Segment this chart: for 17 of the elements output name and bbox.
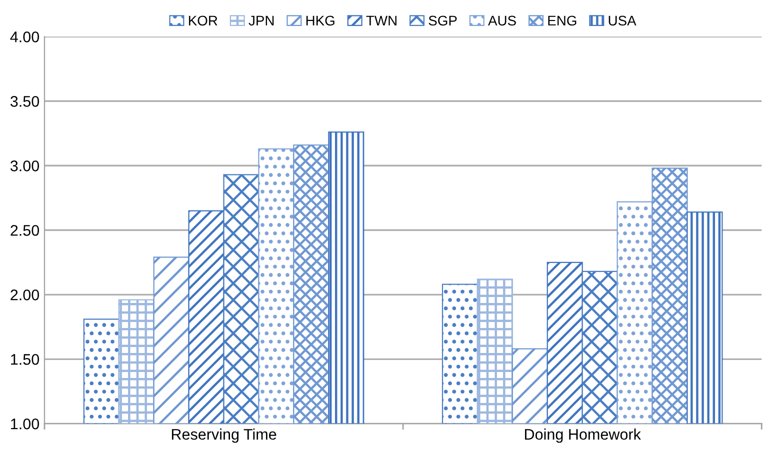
x-tick-label: Reserving Time <box>172 428 276 443</box>
x-tick-label: Doing Homework <box>525 428 641 443</box>
legend-label: AUS <box>488 16 516 26</box>
legend-label: ENG <box>548 16 576 26</box>
legend-label: TWN <box>366 16 396 26</box>
legend-label: JPN <box>248 16 274 26</box>
legend-label: SGP <box>428 16 457 26</box>
y-tick-label: 1.50 <box>11 354 40 365</box>
y-tick-label: 1.00 <box>11 418 40 430</box>
y-tick-label: 3.00 <box>10 160 40 172</box>
legend-label: HKG <box>306 16 334 26</box>
y-tick-label: 4.00 <box>10 32 40 42</box>
legend-label: KOR <box>188 16 218 26</box>
y-tick-label: 2.00 <box>10 290 40 300</box>
legend-label: USA <box>608 16 636 26</box>
y-tick-label: 3.50 <box>10 96 40 107</box>
y-tick-label: 2.50 <box>10 225 40 236</box>
